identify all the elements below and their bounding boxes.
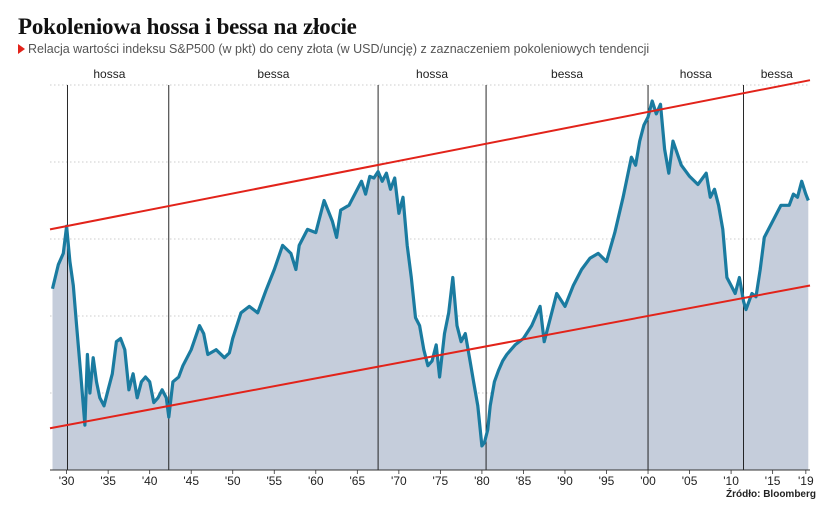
chart-title: Pokoleniowa hossa i bessa na złocie: [18, 14, 357, 39]
x-tick-label: '15: [765, 474, 781, 488]
series-line: [50, 99, 810, 448]
x-tick-label: '05: [682, 474, 698, 488]
phase-label: bessa: [257, 67, 289, 81]
x-tick-label: '50: [225, 474, 241, 488]
red-triangle-icon: [18, 44, 25, 54]
x-tick-label: '30: [59, 474, 75, 488]
x-tick-label: '70: [391, 474, 407, 488]
x-tick-label: '10: [723, 474, 739, 488]
x-tick-label: '19: [798, 474, 814, 488]
x-tick-label: '80: [474, 474, 490, 488]
x-tick-label: '55: [266, 474, 282, 488]
phase-label: bessa: [551, 67, 583, 81]
x-tick-label: '40: [142, 474, 158, 488]
source-note: Źródło: Bloomberg: [726, 489, 816, 500]
phase-label: hossa: [680, 67, 712, 81]
x-tick-label: '85: [516, 474, 532, 488]
phase-label: hossa: [416, 67, 448, 81]
x-tick-label: '95: [599, 474, 615, 488]
x-tick-label: '75: [433, 474, 449, 488]
trend-line-lower: [49, 284, 811, 430]
trend-line-upper: [49, 79, 811, 231]
x-tick-label: '65: [350, 474, 366, 488]
x-tick-label: '90: [557, 474, 573, 488]
x-tick-label: '35: [100, 474, 116, 488]
series-area: [52, 101, 809, 470]
x-tick-label: '45: [183, 474, 199, 488]
chart-subtitle: Relacja wartości indeksu S&P500 (w pkt) …: [18, 42, 649, 56]
phase-label: bessa: [761, 67, 793, 81]
x-tick-label: '00: [640, 474, 656, 488]
subtitle-text: Relacja wartości indeksu S&P500 (w pkt) …: [28, 42, 650, 56]
x-tick-label: '60: [308, 474, 324, 488]
phase-label: hossa: [93, 67, 125, 81]
